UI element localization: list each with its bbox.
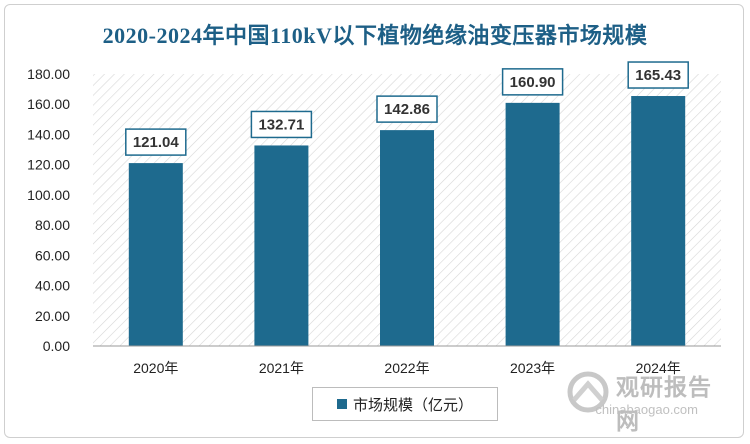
legend-swatch <box>336 399 347 409</box>
watermark-en-text: chinabaogao.com <box>595 402 698 417</box>
data-label-box <box>627 61 689 89</box>
y-tick-label: 0.00 <box>43 338 70 354</box>
data-label-box <box>250 110 313 139</box>
x-tick-label: 2021年 <box>259 360 304 376</box>
data-label: 132.71 <box>258 116 304 133</box>
watermark-logo-icon <box>567 371 609 413</box>
bar <box>254 145 309 346</box>
legend: 市场规模（亿元） <box>312 387 498 421</box>
bar <box>128 163 183 346</box>
x-tick-label: 2024年 <box>636 360 681 376</box>
y-tick-label: 80.00 <box>35 217 70 233</box>
x-tick-label: 2020年 <box>133 360 178 376</box>
bar <box>631 96 686 346</box>
y-tick-label: 100.00 <box>27 187 70 203</box>
watermark: 观研报告网 chinabaogao.com <box>566 366 716 435</box>
data-label-box <box>125 128 187 156</box>
data-label: 121.04 <box>133 134 180 151</box>
chart-title: 2020-2024年中国110kV以下植物绝缘油变压器市场规模 <box>102 23 648 48</box>
legend-label: 市场规模（亿元） <box>352 396 473 414</box>
data-label-box <box>376 95 438 123</box>
y-tick-label: 60.00 <box>35 247 70 263</box>
x-tick-label: 2022年 <box>384 360 429 376</box>
y-tick-label: 180.00 <box>27 66 70 82</box>
y-tick-label: 20.00 <box>35 308 70 324</box>
data-label: 160.90 <box>510 74 556 91</box>
data-label: 142.86 <box>384 101 430 118</box>
data-label: 165.43 <box>635 67 681 84</box>
y-tick-label: 160.00 <box>27 96 70 112</box>
y-tick-label: 120.00 <box>27 157 70 173</box>
bar <box>380 130 434 346</box>
data-label-box <box>501 68 564 96</box>
bar <box>505 102 560 347</box>
x-tick-label: 2023年 <box>510 360 555 376</box>
watermark-cn-text: 观研报告网 <box>616 375 712 435</box>
y-tick-label: 140.00 <box>27 126 70 142</box>
y-tick-label: 40.00 <box>35 278 70 294</box>
